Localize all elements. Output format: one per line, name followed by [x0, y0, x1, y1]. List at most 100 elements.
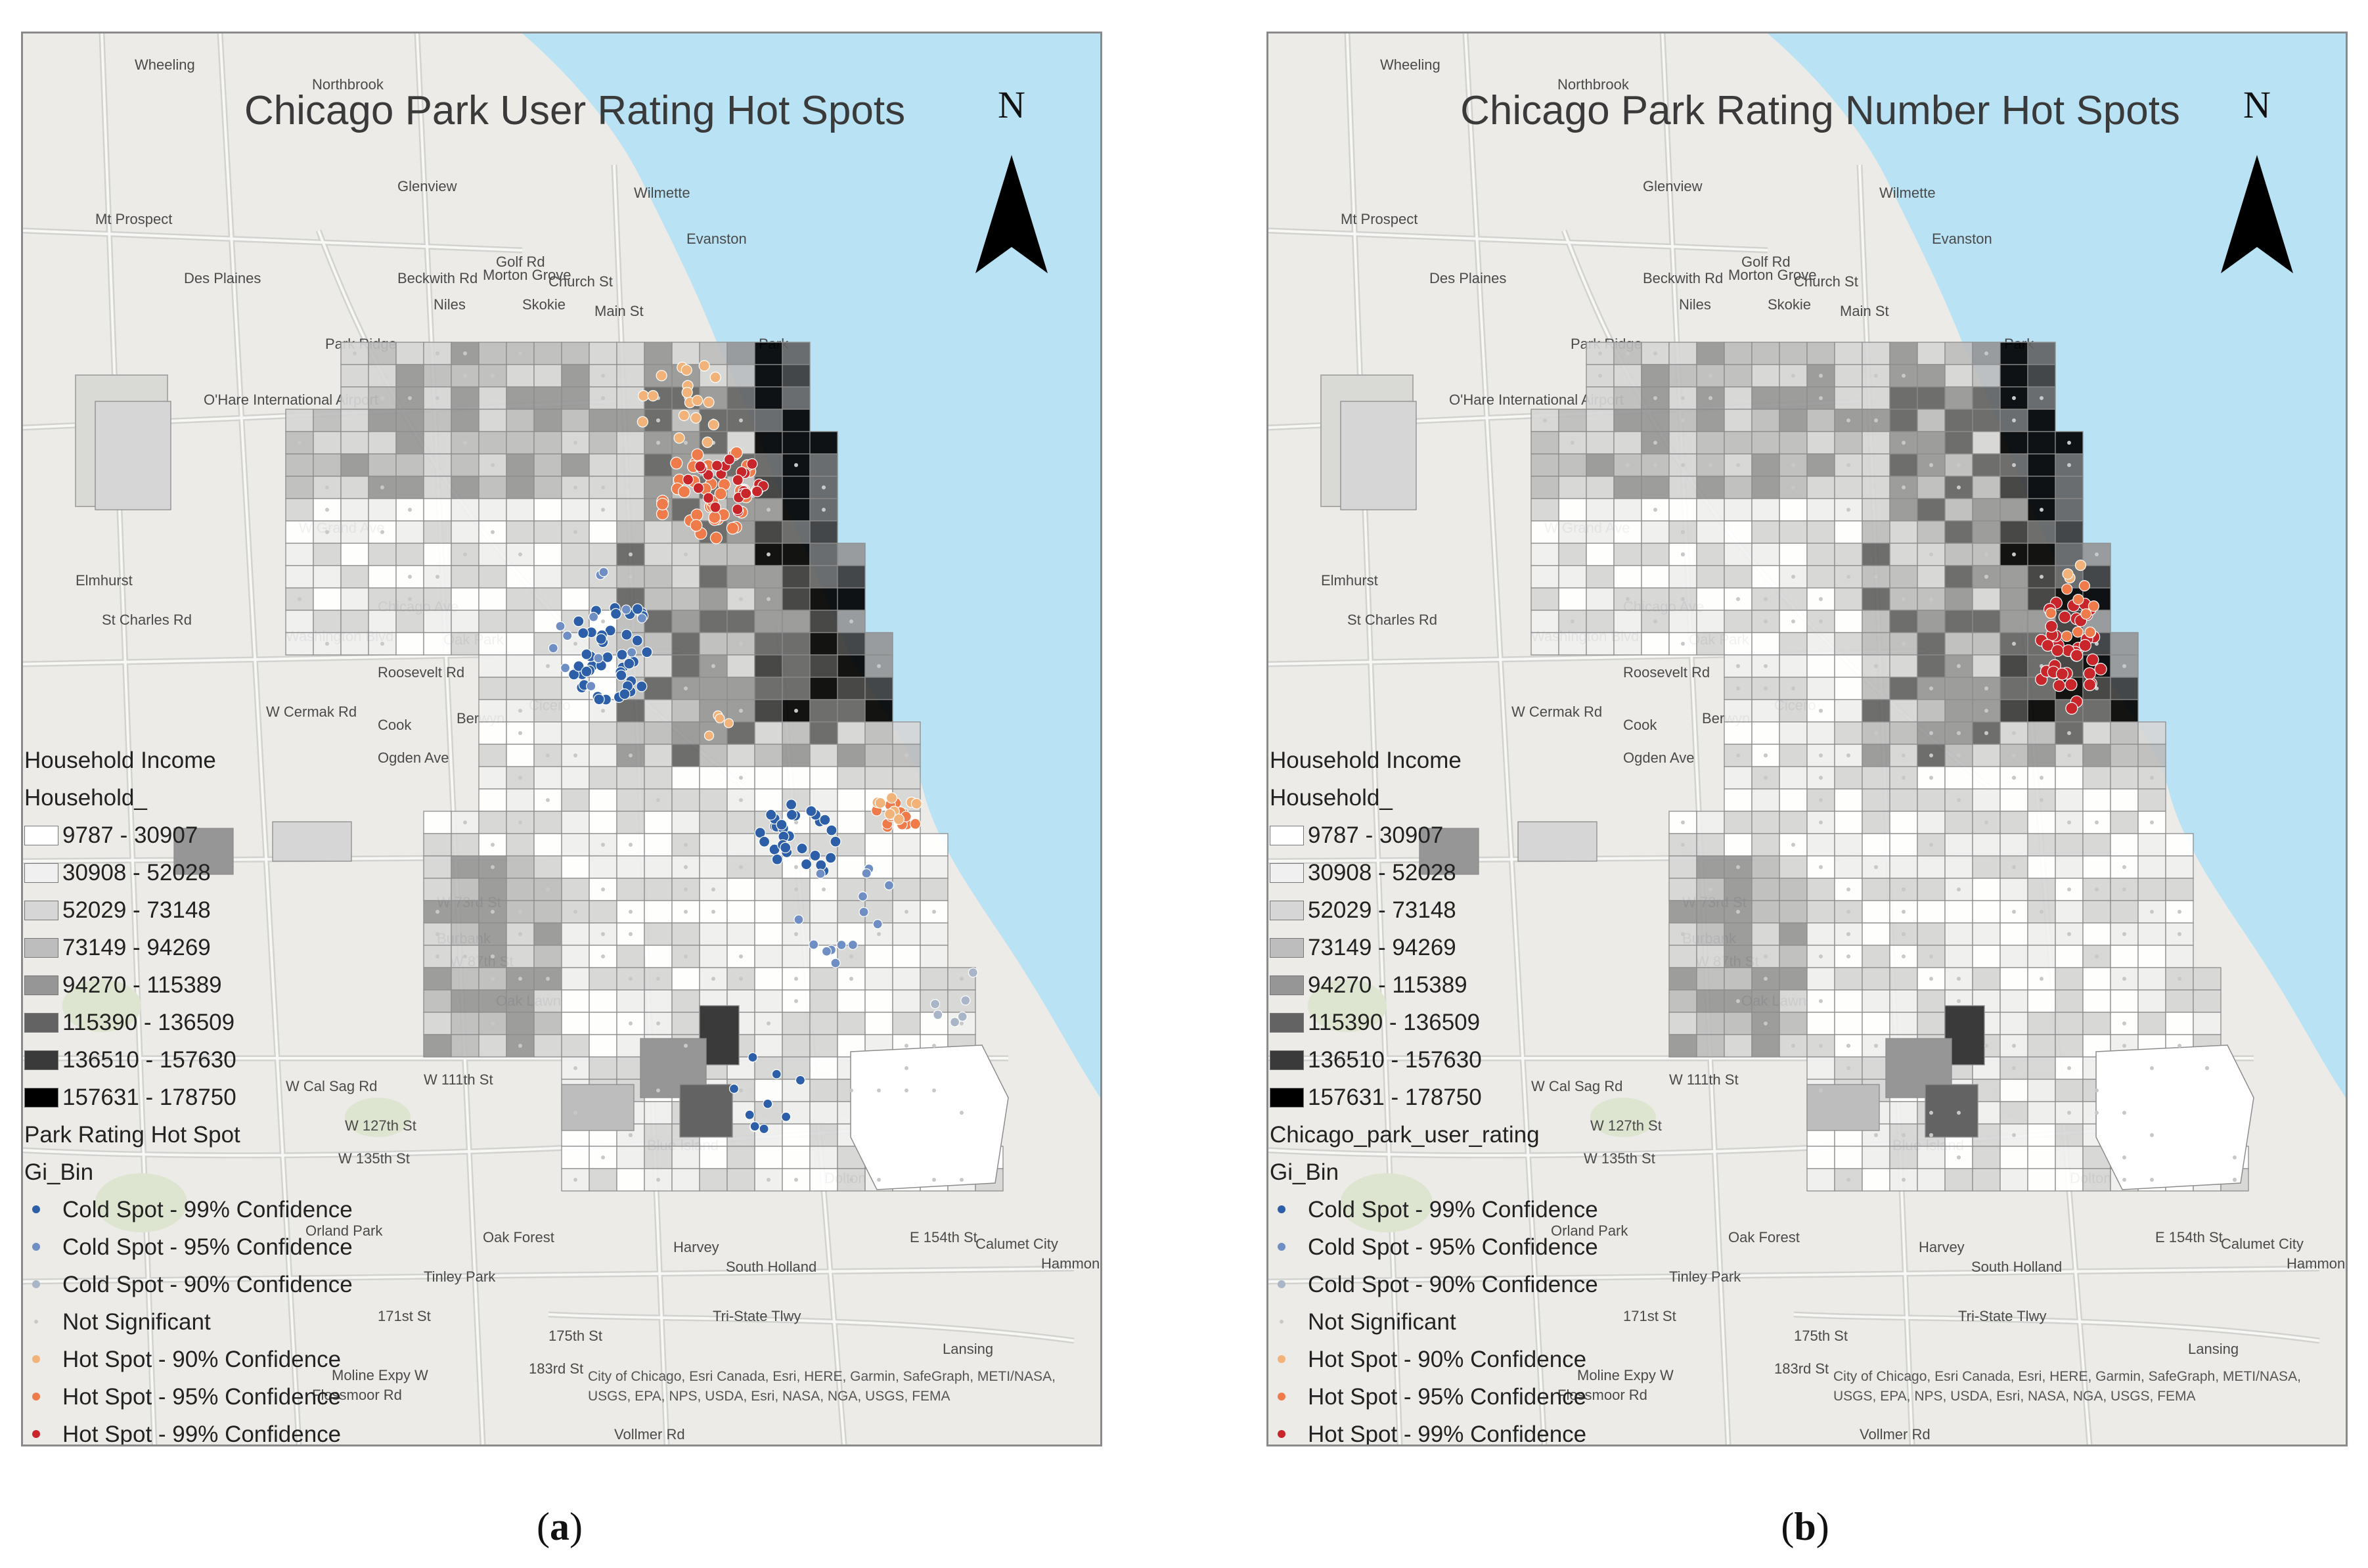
hotspot-point — [1791, 374, 1795, 378]
hotspot-point — [631, 603, 644, 615]
hotspot-point — [1736, 999, 1740, 1003]
hotspot-point — [1846, 418, 1850, 422]
hotspot-point — [593, 653, 604, 663]
hotspot-point — [1929, 463, 1933, 467]
place-label: Golf Rd — [496, 254, 545, 270]
hotspot-point — [859, 907, 869, 917]
hotspot-point — [1902, 887, 1906, 891]
hotspot-point — [548, 643, 558, 654]
hotspot-point — [1709, 374, 1712, 378]
hotspot-point — [601, 508, 605, 512]
income-class-label: 94270 - 115389 — [1308, 972, 1467, 998]
hotspot-point — [1764, 619, 1768, 623]
place-label: Moline Expy W — [332, 1367, 428, 1383]
income-class-5: 94270 - 115389 — [23, 966, 483, 1004]
hotspot-point — [905, 1088, 908, 1092]
income-class-3: 52029 - 73148 — [1268, 891, 1728, 929]
place-label: Northbrook — [312, 76, 384, 93]
place-label: Glenview — [1643, 178, 1703, 194]
hotspot-point — [325, 642, 329, 646]
hotspot-class-label: Hot Spot - 99% Confidence — [1308, 1422, 1587, 1446]
hotspot-point — [2072, 593, 2084, 606]
hotspot-point — [595, 633, 607, 645]
income-legend: 9787 - 30907 30908 - 52028 52029 - 73148 73… — [1268, 817, 1728, 1116]
hotspot-point — [1846, 1044, 1850, 1048]
hotspot-point — [1846, 1066, 1850, 1070]
legend: Household Income Household_ 9787 - 30907… — [23, 742, 483, 1445]
hotspot-class-2: Cold Spot - 95% Confidence — [23, 1228, 483, 1266]
hotspot-point — [619, 688, 631, 700]
hotspot-point — [2122, 865, 2126, 869]
hotspot-point — [546, 664, 550, 668]
hotspot-point — [1902, 374, 1906, 378]
hotspot-point — [1598, 351, 1602, 355]
hotspot-point — [819, 814, 831, 826]
hotspot-point — [809, 849, 821, 862]
hotspot-point — [771, 1069, 782, 1079]
hotspot-point — [408, 597, 412, 601]
north-label: N — [2243, 83, 2271, 126]
hotspot-point — [623, 658, 635, 669]
income-swatch — [24, 1013, 58, 1033]
hotspot-point — [2233, 1155, 2237, 1159]
hotspot-point — [1957, 753, 1961, 757]
basemap: Wheeling Northbrook Glenview Wilmette Mt Pro… — [23, 34, 1100, 1445]
hotspot-point — [1846, 932, 1850, 936]
hotspot-point — [2150, 820, 2154, 824]
hotspot-point — [408, 508, 412, 512]
hotspot-point — [1846, 1178, 1850, 1182]
hotspot-point — [2012, 1044, 2016, 1048]
hotspot-point — [436, 954, 439, 958]
place-label: Hammond — [1041, 1255, 1100, 1272]
hotspot-point — [758, 836, 771, 847]
place-label: South Holland — [1971, 1259, 2062, 1275]
attribution: City of Chicago, Esri Canada, Esri, HERE… — [588, 1369, 1056, 1404]
place-label: Flossmoor Rd — [1557, 1387, 1647, 1403]
hotspot-point — [1681, 463, 1685, 467]
hotspot-point — [709, 371, 721, 384]
income-swatch — [24, 826, 58, 845]
hotspot-point — [1902, 1133, 1906, 1137]
hotspot-point — [933, 1010, 943, 1020]
place-label: W Cal Sag Rd — [1531, 1078, 1622, 1094]
hotspot-point — [1709, 463, 1712, 467]
hotspot-point — [2012, 552, 2016, 556]
hotspot-point — [601, 1155, 605, 1159]
hotspot-point — [629, 552, 633, 556]
hotspot-point — [601, 887, 605, 891]
hotspot-points — [298, 351, 979, 1182]
place-label: Mt Prospect — [95, 211, 172, 227]
hotspot-point — [684, 686, 688, 690]
hotspot-point — [2040, 776, 2044, 780]
hotspot-point — [690, 508, 704, 522]
hotspot-point — [748, 1052, 758, 1063]
place-label: 175th St — [1794, 1328, 1848, 1344]
hotspot-point — [581, 648, 592, 660]
hotspot-point — [707, 418, 719, 431]
income-swatch — [1270, 1050, 1304, 1070]
hotspot-point — [2205, 1066, 2209, 1070]
hotspot-point — [491, 910, 495, 914]
hotspot-point — [325, 530, 329, 534]
hotspot-point — [1929, 1133, 1933, 1137]
hotspot-point — [1681, 932, 1685, 936]
hotspot-point — [702, 492, 715, 504]
hotspot-point — [1626, 351, 1630, 355]
hotspot-class-2: Cold Spot - 95% Confidence — [1268, 1228, 1728, 1266]
hotspot-point — [637, 613, 647, 623]
income-swatch — [24, 975, 58, 995]
hotspot-point — [1681, 597, 1685, 601]
place-label: Elmhurst — [1321, 572, 1378, 589]
hotspot-point — [1598, 374, 1602, 378]
hotspot-point — [1846, 954, 1850, 958]
income-tracts — [1340, 342, 2254, 1192]
hotspot-point — [883, 880, 895, 891]
place-label: Morton Grove — [1728, 267, 1817, 283]
hotspot-point — [601, 932, 605, 936]
hotspot-point — [436, 932, 439, 936]
hotspot-point — [746, 458, 758, 470]
hotspot-layer-name: Park Rating Hot Spot — [24, 1122, 240, 1148]
place-label: Wheeling — [1380, 56, 1441, 73]
hotspot-point — [709, 531, 723, 545]
hotspot-point — [1764, 1021, 1768, 1025]
